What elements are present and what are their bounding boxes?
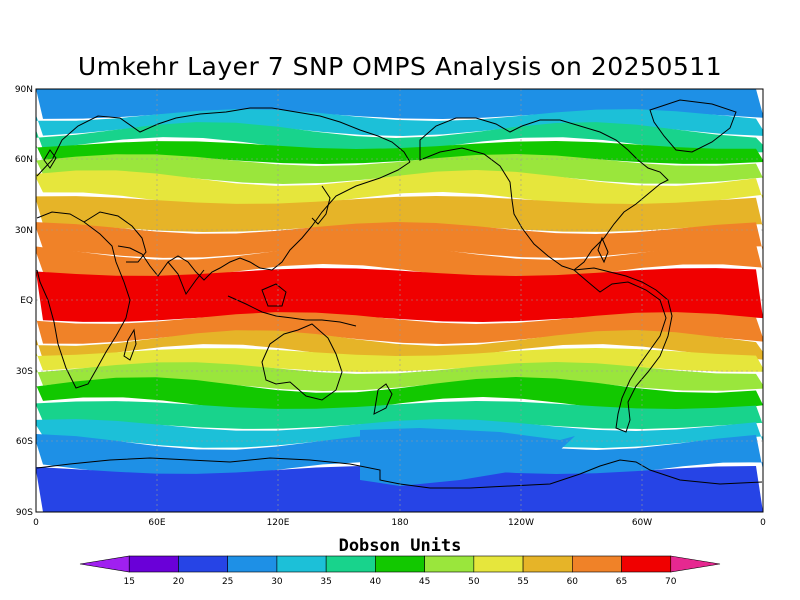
lon-tick: 0 <box>33 518 39 528</box>
colorbar-tick: 55 <box>517 577 528 587</box>
contour-band <box>36 362 763 391</box>
colorbar-tick: 70 <box>665 577 677 587</box>
map-frame <box>35 88 764 513</box>
colorbar-tick: 35 <box>320 577 331 587</box>
lat-tick: 30N <box>15 226 33 236</box>
coast-borneo <box>261 283 287 307</box>
coast-japan <box>311 185 331 225</box>
contour-band <box>36 466 763 512</box>
colorbar-segment <box>128 555 179 573</box>
lon-tick: 120E <box>267 518 290 528</box>
colorbar-segment <box>276 555 327 573</box>
colorbar-tick: 40 <box>370 577 382 587</box>
coastlines <box>36 99 763 489</box>
colorbar-segment <box>621 555 672 573</box>
colorbar-segment <box>325 555 376 573</box>
colorbar-tick: 45 <box>419 577 430 587</box>
coast-africa <box>36 211 131 389</box>
contour-band <box>36 122 763 153</box>
lat-tick: 90S <box>16 508 33 518</box>
colorbar-tick: 15 <box>124 577 135 587</box>
lon-tick: 0 <box>760 518 766 528</box>
contour-band <box>360 428 575 486</box>
coast-antarctica <box>36 457 763 489</box>
lon-tick: 60W <box>632 518 652 528</box>
colorbar-segment <box>522 555 573 573</box>
coast-new-zealand <box>373 383 393 415</box>
contour-band <box>36 312 763 344</box>
colorbar-segment <box>473 555 524 573</box>
lat-tick: EQ <box>20 296 33 306</box>
colorbar-ticks: 15 20 25 30 35 40 45 50 55 60 65 70 <box>124 577 677 587</box>
contour-band <box>36 268 763 322</box>
coast-eurasia <box>36 107 411 177</box>
latitude-axis: 90N 60N 30N EQ 30S 60S 90S <box>15 85 33 518</box>
colorbar-tick: 65 <box>616 577 627 587</box>
coast-indonesia <box>227 295 357 327</box>
coast-australia <box>261 323 343 401</box>
contour-band <box>36 330 763 360</box>
lon-tick: 60E <box>148 518 165 528</box>
colorbar <box>79 555 721 573</box>
contour-band <box>36 348 763 372</box>
lat-tick: 60N <box>15 155 33 165</box>
lat-lon-grid <box>36 89 763 512</box>
contour-band <box>36 170 763 208</box>
colorbar-tick: 25 <box>222 577 233 587</box>
contour-band <box>36 196 763 232</box>
colorbar-tick: 20 <box>173 577 185 587</box>
colorbar-segment <box>375 555 425 573</box>
lat-tick: 30S <box>16 367 33 377</box>
lat-tick: 60S <box>16 437 33 447</box>
map-title: Umkehr Layer 7 SNP OMPS Analysis on 2025… <box>77 52 723 81</box>
coast-south-america <box>572 267 673 433</box>
coast-florida <box>597 236 609 264</box>
colorbar-label: Dobson Units <box>338 536 462 556</box>
contour-band <box>36 401 763 429</box>
contour-band <box>36 109 763 136</box>
colorbar-segment <box>670 555 721 573</box>
colorbar-segment <box>227 555 278 573</box>
colorbar-segment <box>572 555 622 573</box>
colorbar-segment <box>178 555 228 573</box>
coast-east-asia <box>117 161 411 281</box>
contour-band <box>36 222 763 258</box>
colorbar-tick: 50 <box>468 577 480 587</box>
longitude-axis: 0 60E 120E 180 120W 60W 0 <box>33 518 766 528</box>
coast-india <box>167 261 205 296</box>
lon-tick: 120W <box>508 518 534 528</box>
coast-madagascar <box>123 328 137 361</box>
coast-uk <box>43 149 57 169</box>
coast-arabia <box>83 211 147 263</box>
contour-band <box>36 377 763 413</box>
lat-tick: 90N <box>15 85 33 95</box>
colorbar-tick: 30 <box>271 577 283 587</box>
lon-tick: 180 <box>391 518 408 528</box>
colorbar-segment <box>424 555 475 573</box>
coast-north-america <box>419 117 669 271</box>
colorbar-tick: 60 <box>567 577 579 587</box>
contour-band <box>36 244 763 280</box>
coast-greenland <box>649 99 737 153</box>
colorbar-segment <box>79 555 130 573</box>
ozone-contour-bands <box>36 89 763 512</box>
